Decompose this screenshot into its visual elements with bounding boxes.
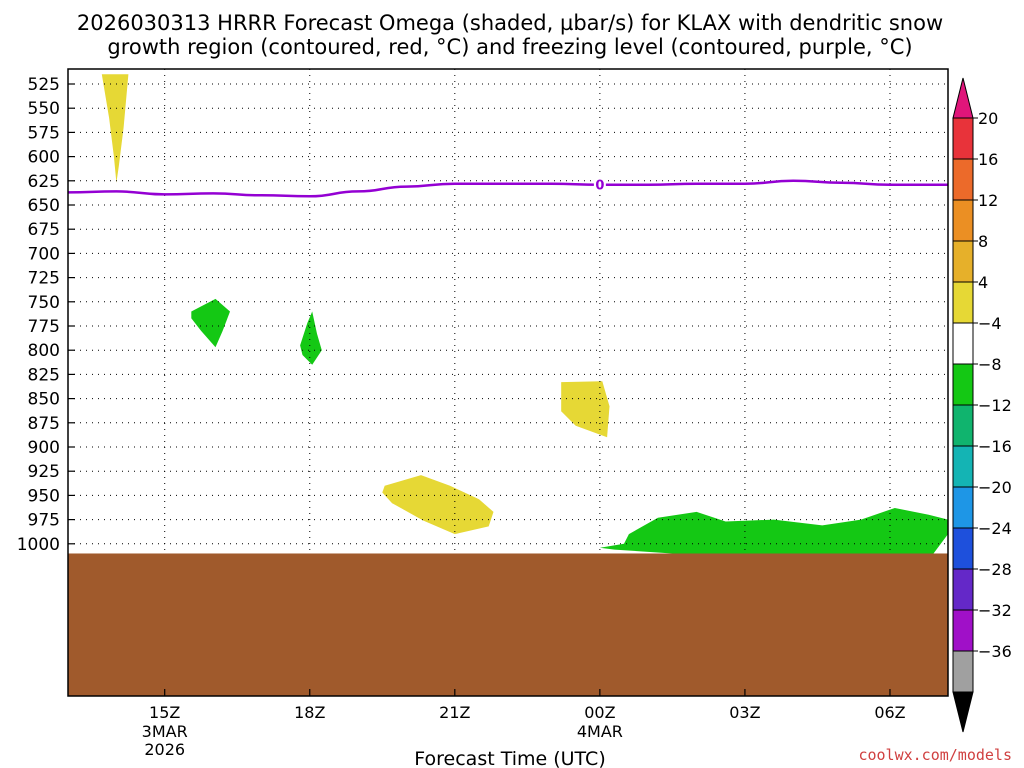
omega-region-3 — [191, 298, 230, 348]
credit-text: coolwx.com/models — [858, 746, 1012, 764]
y-tick-label-825: 825 — [28, 365, 60, 385]
x-tick-label-18Z: 18Z — [294, 703, 325, 722]
freezing-level-label: 0 — [595, 179, 604, 194]
freezing-level-contour: 0 — [68, 176, 948, 198]
chart-title-line-2: growth region (contoured, red, °C) and f… — [107, 35, 912, 59]
colorbar-segment-2 — [952, 158, 974, 201]
y-tick-label-900: 900 — [28, 438, 60, 458]
colorbar-segment-14 — [952, 650, 974, 693]
ground-bar — [68, 553, 948, 696]
y-tick-label-600: 600 — [28, 148, 60, 168]
omega-region-5 — [599, 508, 948, 554]
colorbar-segment-13 — [952, 609, 974, 652]
x-tick-label-03Z: 03Z — [729, 703, 760, 722]
x-tick-date-15Z: 3MAR — [142, 722, 188, 741]
ground-fill — [68, 553, 948, 696]
colorbar-label-12: −32 — [978, 601, 1012, 620]
colorbar-segment-15 — [952, 691, 974, 733]
colorbar-label-11: −28 — [978, 560, 1012, 579]
colorbar-segment-1 — [952, 117, 974, 160]
colorbar-label-3: 8 — [978, 232, 988, 251]
y-tick-label-650: 650 — [28, 196, 60, 216]
colorbar-segment-6 — [952, 322, 974, 365]
y-tick-label-775: 775 — [28, 317, 60, 337]
colorbar-label-1: 16 — [978, 150, 998, 169]
y-axis: 525 550 575 600 625 650 675 700 725 750 775 800 825 8… — [17, 75, 75, 555]
omega-shading — [101, 74, 948, 554]
x-tick-label-00Z: 00Z — [584, 703, 615, 722]
y-tick-label-675: 675 — [28, 220, 60, 240]
x-tick-year-15Z: 2026 — [144, 740, 185, 759]
colorbar-segment-9 — [952, 445, 974, 488]
y-tick-label-750: 750 — [28, 293, 60, 313]
y-tick-label-575: 575 — [28, 123, 60, 143]
x-tick-label-21Z: 21Z — [439, 703, 470, 722]
y-tick-label-925: 925 — [28, 462, 60, 482]
x-tick-date-00Z: 4MAR — [577, 722, 623, 741]
x-tick-label-15Z: 15Z — [149, 703, 180, 722]
y-tick-label-725: 725 — [28, 269, 60, 289]
omega-region-1 — [561, 381, 610, 438]
y-tick-label-950: 950 — [28, 486, 60, 506]
y-tick-label-700: 700 — [28, 244, 60, 264]
y-tick-label-525: 525 — [28, 75, 60, 95]
y-tick-label-975: 975 — [28, 511, 60, 531]
colorbar-segment-12 — [952, 568, 974, 611]
omega-region-0 — [101, 74, 129, 183]
colorbar-segment-3 — [952, 199, 974, 242]
colorbar-label-10: −24 — [978, 519, 1012, 538]
colorbar-label-8: −16 — [978, 437, 1012, 456]
y-tick-label-625: 625 — [28, 172, 60, 192]
colorbar-label-4: 4 — [978, 273, 988, 292]
plot-frame — [67, 68, 949, 697]
colorbar-segment-5 — [952, 281, 974, 324]
colorbar-label-9: −20 — [978, 478, 1012, 497]
freezing-level-label-bg — [593, 176, 606, 191]
colorbar-segment-11 — [952, 527, 974, 570]
y-tick-label-850: 850 — [28, 390, 60, 410]
colorbar-label-5: −4 — [978, 314, 1002, 333]
colorbar-label-0: 20 — [978, 109, 998, 128]
colorbar-segment-10 — [952, 486, 974, 529]
colorbar-segment-7 — [952, 363, 974, 406]
x-axis-title: Forecast Time (UTC) — [414, 748, 605, 768]
colorbar-label-2: 12 — [978, 191, 998, 210]
colorbar-label-7: −12 — [978, 396, 1012, 415]
colorbar-segment-4 — [952, 240, 974, 283]
omega-region-4 — [300, 311, 322, 365]
colorbar-segment-0 — [952, 77, 974, 119]
y-tick-label-800: 800 — [28, 341, 60, 361]
y-tick-label-550: 550 — [28, 99, 60, 119]
y-tick-label-875: 875 — [28, 414, 60, 434]
colorbar-segment-8 — [952, 404, 974, 447]
chart-title-line-1: 2026030313 HRRR Forecast Omega (shaded, … — [77, 11, 943, 35]
plot-area: 0 — [68, 69, 948, 696]
x-tick-label-06Z: 06Z — [874, 703, 905, 722]
colorbar-label-13: −36 — [978, 642, 1012, 661]
colorbar-label-6: −8 — [978, 355, 1002, 374]
colorbar: 20 16 12 8 4 −4 −8 −12 −16 −20 −24 −28 −32 −36 — [952, 77, 1012, 733]
omega-region-2 — [382, 475, 494, 535]
freezing-level-line — [68, 179, 948, 198]
y-tick-label-1000: 1000 — [17, 535, 60, 555]
